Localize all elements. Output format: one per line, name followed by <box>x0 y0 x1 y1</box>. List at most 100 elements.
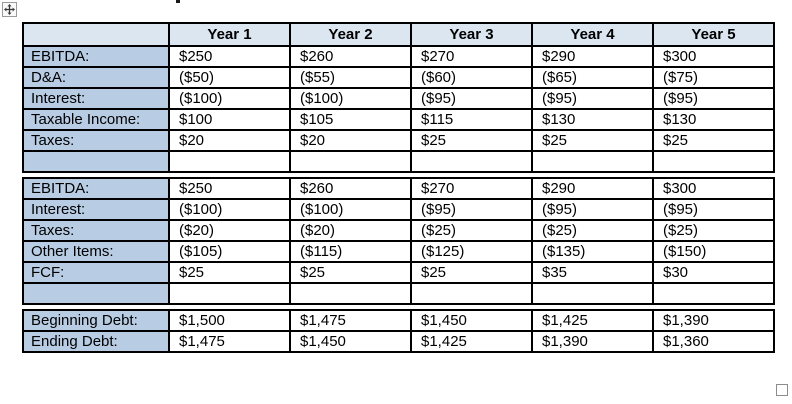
table-move-handle[interactable] <box>2 2 17 17</box>
value-cell[interactable]: ($20) <box>168 219 291 242</box>
row-label-cell[interactable]: EBITDA: <box>22 177 170 200</box>
header-cell-year-3[interactable]: Year 3 <box>410 22 533 47</box>
value-cell[interactable]: $260 <box>289 177 412 200</box>
value-cell[interactable]: $1,360 <box>652 330 775 353</box>
value-cell[interactable]: $250 <box>168 45 291 68</box>
row-label-cell[interactable]: D&A: <box>22 66 170 89</box>
value-cell[interactable]: ($25) <box>410 219 533 242</box>
value-cell[interactable]: $1,500 <box>168 309 291 332</box>
header-cell-year-5[interactable]: Year 5 <box>652 22 775 47</box>
table-section-taxable-income: Year 1 Year 2 Year 3 Year 4 Year 5 EBITDA: $25… <box>22 22 775 173</box>
value-cell[interactable]: ($100) <box>289 198 412 221</box>
value-cell[interactable]: $20 <box>289 129 412 152</box>
value-cell[interactable]: ($95) <box>531 87 654 110</box>
header-cell-year-4[interactable]: Year 4 <box>531 22 654 47</box>
value-cell[interactable]: $290 <box>531 177 654 200</box>
value-cell[interactable]: $1,450 <box>410 309 533 332</box>
value-cell[interactable]: ($65) <box>531 66 654 89</box>
value-cell[interactable]: ($25) <box>531 219 654 242</box>
header-cell-year-2[interactable]: Year 2 <box>289 22 412 47</box>
value-cell[interactable]: $1,390 <box>652 309 775 332</box>
value-cell[interactable]: $25 <box>289 261 412 284</box>
value-cell[interactable]: $25 <box>168 261 291 284</box>
table-row: D&A: ($50) ($55) ($60) ($65) ($75) <box>22 66 775 89</box>
row-label-cell[interactable]: Ending Debt: <box>22 330 170 353</box>
value-cell[interactable]: $1,475 <box>168 330 291 353</box>
row-label-cell[interactable]: Other Items: <box>22 240 170 263</box>
value-cell[interactable]: ($95) <box>531 198 654 221</box>
value-cell[interactable] <box>289 150 412 173</box>
value-cell[interactable] <box>289 282 412 305</box>
value-cell[interactable]: ($95) <box>652 87 775 110</box>
value-cell[interactable]: $1,390 <box>531 330 654 353</box>
value-cell[interactable]: ($20) <box>289 219 412 242</box>
value-cell[interactable]: $100 <box>168 108 291 131</box>
value-cell[interactable]: $25 <box>531 129 654 152</box>
header-row: Year 1 Year 2 Year 3 Year 4 Year 5 <box>22 22 775 47</box>
value-cell[interactable]: ($60) <box>410 66 533 89</box>
value-cell[interactable] <box>168 282 291 305</box>
blank-spacer-row <box>22 150 775 173</box>
row-label-cell[interactable]: Taxable Income: <box>22 108 170 131</box>
value-cell[interactable]: $250 <box>168 177 291 200</box>
value-cell[interactable]: $1,425 <box>410 330 533 353</box>
value-cell[interactable]: $25 <box>410 129 533 152</box>
table-row: EBITDA: $250 $260 $270 $290 $300 <box>22 45 775 68</box>
value-cell[interactable]: $35 <box>531 261 654 284</box>
row-label-cell[interactable]: Beginning Debt: <box>22 309 170 332</box>
value-cell[interactable]: ($150) <box>652 240 775 263</box>
value-cell[interactable] <box>168 150 291 173</box>
value-cell[interactable]: ($50) <box>168 66 291 89</box>
table-row: Taxes: $20 $20 $25 $25 $25 <box>22 129 775 152</box>
row-label-cell[interactable]: Taxes: <box>22 129 170 152</box>
table-row: Beginning Debt: $1,500 $1,475 $1,450 $1,425 $… <box>22 309 775 332</box>
value-cell[interactable]: $115 <box>410 108 533 131</box>
value-cell[interactable]: $130 <box>531 108 654 131</box>
value-cell[interactable]: $1,450 <box>289 330 412 353</box>
value-cell[interactable]: $270 <box>410 177 533 200</box>
value-cell[interactable]: ($125) <box>410 240 533 263</box>
value-cell[interactable] <box>531 282 654 305</box>
value-cell[interactable]: ($95) <box>410 87 533 110</box>
value-cell[interactable]: ($105) <box>168 240 291 263</box>
row-label-cell[interactable]: Interest: <box>22 87 170 110</box>
value-cell[interactable]: $260 <box>289 45 412 68</box>
header-cell-year-1[interactable]: Year 1 <box>168 22 291 47</box>
value-cell[interactable]: ($115) <box>289 240 412 263</box>
value-cell[interactable]: $300 <box>652 177 775 200</box>
value-cell[interactable]: $290 <box>531 45 654 68</box>
value-cell[interactable]: ($25) <box>652 219 775 242</box>
header-corner-cell[interactable] <box>22 22 170 47</box>
value-cell[interactable] <box>531 150 654 173</box>
value-cell[interactable]: $300 <box>652 45 775 68</box>
row-label-cell[interactable]: Interest: <box>22 198 170 221</box>
row-label-cell[interactable] <box>22 150 170 173</box>
value-cell[interactable]: ($135) <box>531 240 654 263</box>
value-cell[interactable] <box>652 282 775 305</box>
value-cell[interactable]: $130 <box>652 108 775 131</box>
value-cell[interactable]: $30 <box>652 261 775 284</box>
table-resize-handle[interactable] <box>776 384 788 396</box>
value-cell[interactable]: ($95) <box>410 198 533 221</box>
row-label-cell[interactable] <box>22 282 170 305</box>
value-cell[interactable]: $1,475 <box>289 309 412 332</box>
value-cell[interactable]: $105 <box>289 108 412 131</box>
value-cell[interactable]: $25 <box>652 129 775 152</box>
row-label-cell[interactable]: Taxes: <box>22 219 170 242</box>
value-cell[interactable]: ($100) <box>168 198 291 221</box>
table-row: Interest: ($100) ($100) ($95) ($95) ($95) <box>22 87 775 110</box>
value-cell[interactable] <box>410 150 533 173</box>
value-cell[interactable]: $25 <box>410 261 533 284</box>
value-cell[interactable]: ($100) <box>168 87 291 110</box>
value-cell[interactable]: ($55) <box>289 66 412 89</box>
value-cell[interactable]: $270 <box>410 45 533 68</box>
value-cell[interactable] <box>652 150 775 173</box>
value-cell[interactable]: ($100) <box>289 87 412 110</box>
value-cell[interactable]: $1,425 <box>531 309 654 332</box>
value-cell[interactable]: ($75) <box>652 66 775 89</box>
row-label-cell[interactable]: FCF: <box>22 261 170 284</box>
value-cell[interactable]: ($95) <box>652 198 775 221</box>
value-cell[interactable] <box>410 282 533 305</box>
value-cell[interactable]: $20 <box>168 129 291 152</box>
row-label-cell[interactable]: EBITDA: <box>22 45 170 68</box>
